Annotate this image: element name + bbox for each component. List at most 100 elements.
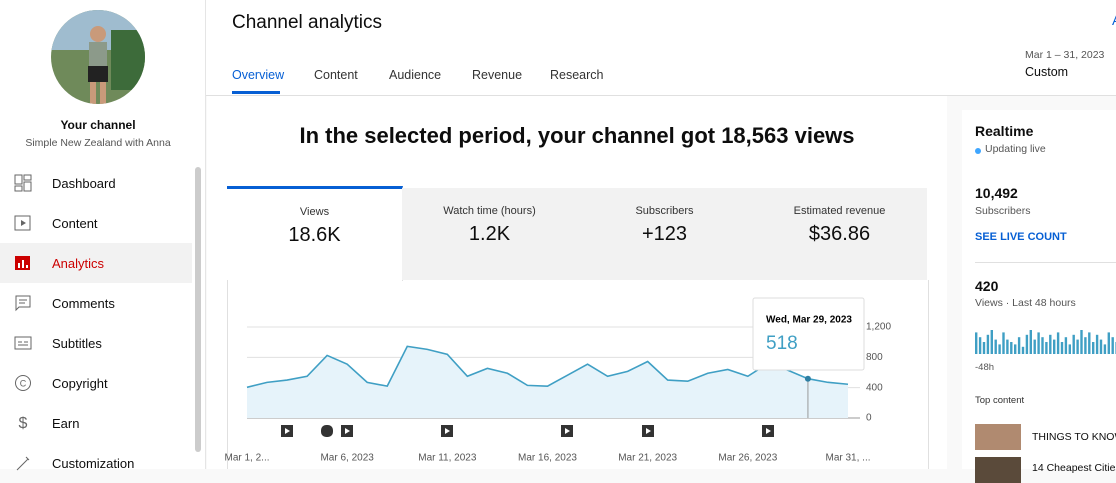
- x-tick-label: Mar 21, 2023: [618, 453, 677, 464]
- realtime-bar: [1017, 337, 1021, 354]
- tab[interactable]: Content: [314, 68, 358, 82]
- realtime-bar: [978, 337, 982, 354]
- metric-card[interactable]: Estimated revenue $36.86: [752, 188, 927, 280]
- realtime-bar: [1080, 330, 1083, 354]
- realtime-bar: [1041, 337, 1044, 354]
- live-dot: [975, 148, 981, 154]
- realtime-bar: [1111, 337, 1114, 354]
- svg-text:$: $: [19, 415, 28, 432]
- y-tick-label: 400: [866, 382, 883, 393]
- advanced-link[interactable]: A: [1112, 12, 1116, 28]
- live-count-link[interactable]: SEE LIVE COUNT: [975, 231, 1067, 243]
- realtime-bar: [1068, 344, 1071, 354]
- realtime-bar: [1072, 334, 1075, 354]
- metric-value: 18.6K: [288, 224, 341, 246]
- video-title[interactable]: THINGS TO KNOW: [1032, 431, 1116, 443]
- header: Channel analytics Overview Content Audie…: [206, 0, 1116, 96]
- realtime-bar: [1025, 334, 1029, 354]
- nav-item[interactable]: $ Earn: [0, 403, 192, 443]
- play-icon: [646, 428, 651, 434]
- metric-card[interactable]: Watch time (hours) 1.2K: [402, 188, 578, 280]
- sidebar: Your channel Simple New Zealand with Ann…: [0, 0, 206, 471]
- x-tick-label: Mar 31, ...: [825, 453, 870, 464]
- top-content-label: Top content: [975, 395, 1025, 406]
- realtime-title: Realtime: [975, 123, 1034, 139]
- realtime-bar: [1099, 339, 1103, 354]
- tooltip-date: Wed, Mar 29, 2023: [766, 315, 852, 326]
- nav-item[interactable]: C Copyright: [0, 363, 192, 403]
- realtime-bar: [1033, 339, 1036, 354]
- realtime-bar: [1053, 339, 1056, 354]
- subscriber-count: 10,492: [975, 185, 1018, 201]
- realtime-bar: [1103, 344, 1107, 354]
- scrollbar[interactable]: [195, 167, 201, 452]
- line: [246, 345, 849, 389]
- nav-label: Analytics: [52, 256, 105, 271]
- tooltip-value: 518: [766, 333, 798, 354]
- y-tick-label: 1,200: [866, 322, 891, 333]
- play-icon: [766, 428, 771, 434]
- realtime-bar: [1088, 332, 1091, 354]
- nav-label: Copyright: [52, 376, 108, 391]
- realtime-bar: [1010, 342, 1013, 354]
- realtime-bar: [1092, 342, 1095, 354]
- realtime-bar: [1060, 342, 1064, 354]
- nav-item[interactable]: Content: [0, 203, 192, 243]
- avatar[interactable]: [51, 10, 145, 104]
- realtime-bar: [1095, 334, 1099, 354]
- nav-label: Comments: [52, 296, 115, 311]
- realtime-bar: [1002, 332, 1005, 354]
- metric-value: $36.86: [808, 223, 871, 245]
- tab[interactable]: Overview: [232, 68, 285, 82]
- x-tick-label: Mar 26, 2023: [718, 453, 777, 464]
- metric-value: 1.2K: [468, 223, 511, 245]
- realtime-bar: [986, 334, 990, 354]
- realtime-bar: [1049, 334, 1052, 354]
- metric-value: +123: [641, 223, 688, 245]
- play-icon: [565, 428, 570, 434]
- nav-label: Dashboard: [52, 176, 116, 191]
- realtime-bar: [1084, 337, 1087, 354]
- play-icon: [345, 428, 350, 434]
- area: [247, 346, 848, 418]
- tab[interactable]: Research: [550, 68, 604, 82]
- thumbnail[interactable]: [975, 424, 1021, 450]
- realtime-bar: [1037, 332, 1040, 354]
- hover-point: [804, 375, 811, 382]
- metric-card[interactable]: Views 18.6K: [227, 186, 403, 281]
- nav-item[interactable]: Analytics: [0, 243, 192, 283]
- realtime-bar: [1056, 332, 1060, 354]
- x-tick-label: Mar 16, 2023: [518, 453, 577, 464]
- nav-item[interactable]: Comments: [0, 283, 192, 323]
- divider: [975, 262, 1116, 263]
- views-count: 420: [975, 278, 999, 294]
- nav-label: Customization: [52, 456, 135, 471]
- y-tick-label: 0: [866, 413, 872, 424]
- views-label: Views · Last 48 hours: [975, 297, 1076, 309]
- realtime-bar: [1021, 346, 1025, 354]
- short-marker[interactable]: [321, 425, 333, 437]
- realtime-panel: Realtime Updating live 10,492 Subscriber…: [962, 110, 1116, 483]
- realtime-bar: [998, 344, 1001, 354]
- tab[interactable]: Audience: [389, 68, 442, 82]
- date-range[interactable]: Mar 1 – 31, 2023: [1025, 49, 1105, 61]
- nav-item[interactable]: Customization: [0, 443, 192, 483]
- channel-name: Simple New Zealand with Anna: [25, 137, 171, 149]
- live-status: Updating live: [985, 143, 1046, 155]
- metric-card[interactable]: Subscribers +123: [577, 188, 753, 280]
- play-icon: [285, 428, 290, 434]
- date-preset[interactable]: Custom: [1025, 65, 1069, 79]
- svg-text:C: C: [20, 378, 27, 388]
- x-tick-label: Mar 1, 2...: [224, 453, 269, 464]
- realtime-bar: [982, 342, 986, 354]
- page-title: Channel analytics: [232, 12, 382, 33]
- tab[interactable]: Revenue: [472, 68, 523, 82]
- metric-label: Estimated revenue: [793, 205, 886, 217]
- nav-item[interactable]: Dashboard: [0, 163, 192, 203]
- nav-label: Content: [52, 216, 98, 231]
- summary: In the selected period, your channel got…: [299, 123, 855, 148]
- realtime-bar: [1006, 339, 1009, 354]
- nav-item[interactable]: Subtitles: [0, 323, 192, 363]
- channel-label: Your channel: [60, 118, 136, 132]
